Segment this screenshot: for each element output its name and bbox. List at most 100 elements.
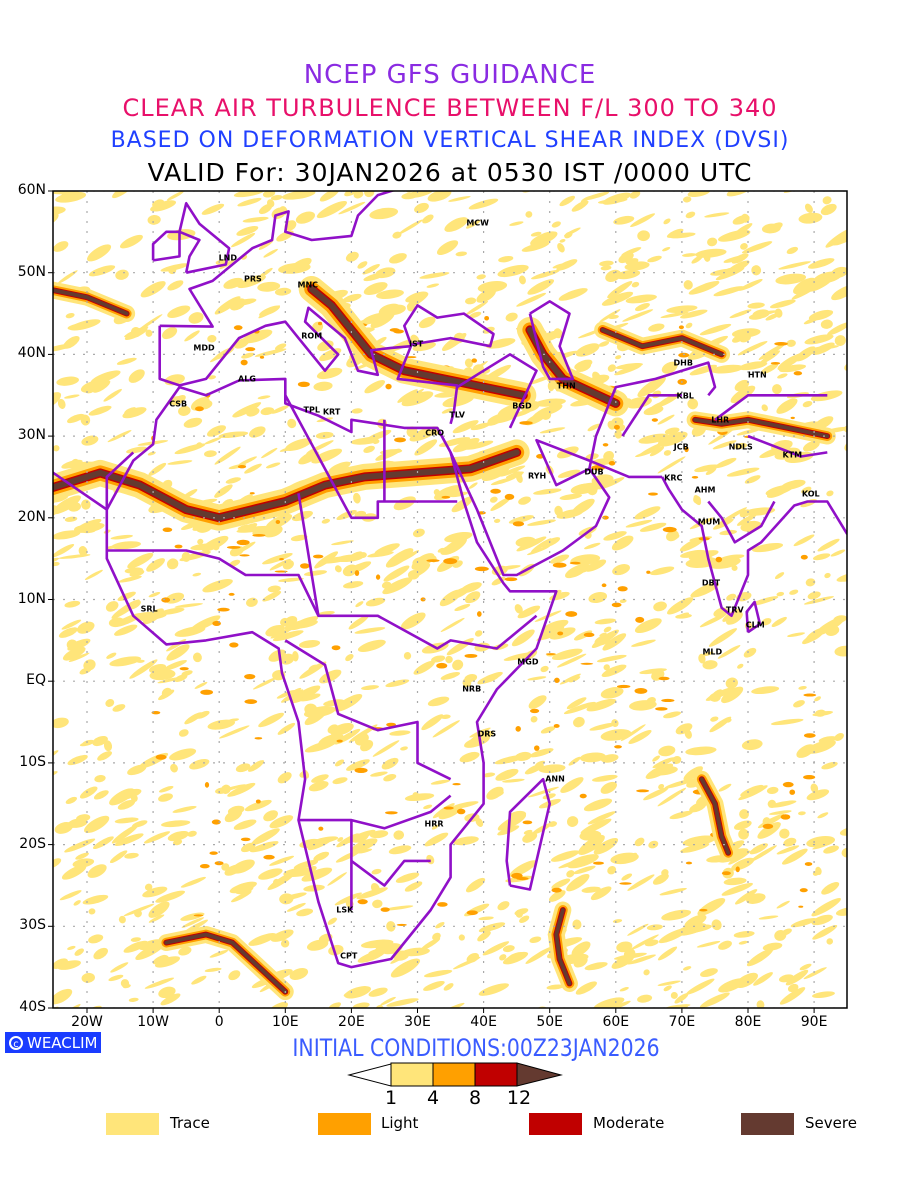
trace-area — [557, 469, 581, 478]
colorbar-light — [432, 1062, 476, 1087]
light-area — [199, 863, 210, 869]
trace-area — [738, 940, 748, 945]
trace-area — [166, 644, 190, 661]
trace-area — [270, 194, 283, 201]
trace-area — [612, 919, 623, 923]
trace-area — [334, 759, 345, 767]
station-label: IST — [409, 339, 424, 349]
trace-area — [670, 991, 678, 999]
trace-area — [452, 659, 464, 671]
trace-area — [346, 759, 370, 771]
trace-area — [812, 553, 831, 561]
trace-area — [82, 739, 95, 746]
light-area — [793, 371, 803, 376]
station-label: LSK — [336, 905, 354, 915]
trace-area — [733, 442, 748, 450]
trace-area — [530, 716, 538, 723]
border-line — [747, 434, 828, 458]
trace-area — [93, 790, 109, 800]
trace-area — [616, 941, 633, 953]
trace-area — [666, 228, 684, 238]
trace-area — [615, 362, 644, 370]
trace-area — [357, 639, 386, 652]
trace-area — [785, 969, 809, 986]
trace-area — [701, 651, 714, 657]
light-area — [608, 460, 616, 466]
trace-area — [304, 703, 318, 715]
trace-area — [558, 856, 590, 869]
trace-area — [566, 870, 575, 878]
trace-area — [590, 886, 612, 901]
trace-area — [698, 653, 706, 664]
trace-area — [423, 980, 445, 991]
trace-area — [812, 925, 838, 940]
title-valid-time: VALID For: 30JAN2026 at 0530 IST /0000 U… — [147, 158, 753, 187]
trace-area — [831, 234, 847, 246]
light-area — [274, 570, 288, 573]
trace-area — [342, 564, 358, 577]
trace-area — [817, 538, 840, 552]
border-line — [105, 377, 558, 969]
trace-area — [648, 323, 665, 332]
trace-area — [676, 612, 690, 619]
trace-area — [707, 237, 718, 247]
trace-area — [270, 405, 289, 414]
trace-area — [815, 866, 822, 876]
trace-area — [658, 927, 689, 944]
border-line — [53, 471, 108, 511]
light-area — [193, 914, 204, 917]
trace-area — [535, 760, 546, 767]
trace-area — [753, 177, 781, 191]
lon-label: 30E — [404, 1014, 431, 1030]
trace-area — [58, 627, 78, 638]
trace-area — [451, 496, 474, 513]
trace-area — [469, 730, 494, 744]
trace-area — [361, 685, 379, 691]
trace-area — [477, 930, 491, 942]
trace-area — [527, 279, 555, 295]
trace-area — [629, 191, 641, 199]
light-area — [569, 561, 581, 565]
trace-area — [330, 723, 354, 736]
trace-area — [386, 998, 419, 1007]
trace-area — [123, 940, 148, 953]
trace-area — [334, 565, 342, 573]
trace-area — [76, 814, 91, 822]
trace-area — [525, 946, 553, 964]
station-label: PRS — [244, 274, 262, 284]
trace-area — [603, 626, 612, 633]
trace-area — [148, 914, 165, 923]
trace-area — [669, 810, 693, 820]
trace-area — [661, 361, 678, 374]
trace-area — [64, 394, 80, 399]
trace-area — [824, 572, 831, 579]
station-label: NDLS — [728, 442, 753, 452]
trace-area — [737, 341, 768, 356]
trace-area — [94, 775, 106, 783]
trace-area — [531, 269, 560, 280]
trace-area — [478, 922, 506, 933]
station-label: ROM — [301, 331, 323, 341]
trace-area — [356, 848, 373, 854]
trace-area — [442, 394, 475, 408]
trace-area — [76, 621, 95, 634]
trace-area — [717, 507, 748, 525]
trace-area — [761, 404, 768, 412]
trace-area — [348, 551, 363, 560]
trace-area — [830, 549, 846, 557]
trace-area — [674, 993, 689, 1004]
trace-area — [274, 343, 287, 351]
trace-area — [635, 449, 656, 458]
trace-area — [167, 830, 190, 842]
trace-area — [464, 591, 481, 604]
light-area — [619, 882, 632, 885]
trace-area — [478, 916, 494, 921]
trace-area — [771, 439, 793, 452]
light-area — [436, 662, 448, 669]
trace-area — [680, 842, 710, 853]
trace-area — [689, 802, 707, 813]
trace-area — [527, 519, 556, 526]
jet-band — [308, 286, 527, 399]
lon-label: 10W — [137, 1014, 169, 1030]
light-area — [636, 789, 650, 793]
